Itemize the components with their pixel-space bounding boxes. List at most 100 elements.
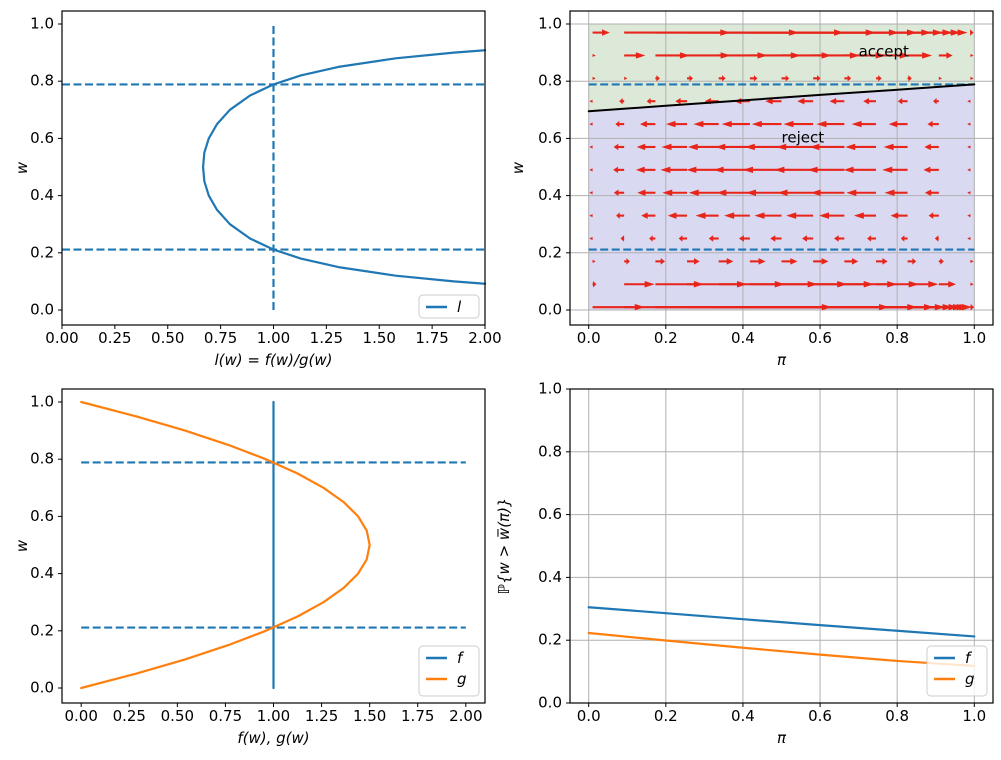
quiver-arrow	[970, 76, 974, 80]
quiver-arrow-head	[852, 258, 859, 265]
x-tick-label: 1.50	[363, 329, 396, 347]
y-tick-label: 0.4	[538, 568, 562, 586]
quiver-arrow-head	[646, 98, 651, 105]
quiver-arrow-head	[616, 212, 620, 219]
quiver-arrow-head	[940, 258, 944, 265]
y-tick-label: 0.6	[30, 507, 54, 525]
quiver-arrow	[967, 145, 971, 149]
quiver-arrow-head	[693, 258, 700, 265]
quiver-arrow-head	[801, 235, 807, 242]
quiver-arrow-head	[912, 258, 917, 265]
quiver-arrow-head	[888, 120, 898, 128]
quiver-arrow-head	[829, 98, 837, 105]
quiver-arrow-head	[948, 281, 957, 288]
quiver-arrow-head	[765, 98, 773, 105]
decision-boundary	[587, 83, 976, 113]
quiver-arrow-head	[721, 120, 732, 128]
quiver-arrow	[970, 53, 974, 58]
quiver-arrow-head	[745, 189, 756, 196]
quiver-arrow-head	[853, 212, 864, 219]
quiver-arrow-head	[821, 258, 829, 265]
subplot-bottom-left: 0.00 0.25 0.50 0.75 1.00 1.25 1.50 1.75 2.00 0.0 0…	[13, 388, 486, 747]
y-tick-label: 0.0	[538, 301, 562, 319]
quiver-arrow-head	[713, 166, 724, 174]
quiver-arrow-head	[742, 166, 753, 174]
x-axis-label: π	[777, 351, 787, 369]
quiver-arrow	[967, 168, 971, 172]
x-tick-label: 0.00	[45, 329, 78, 347]
quiver-arrow-head	[656, 75, 660, 82]
quiver-arrow-head	[884, 189, 895, 196]
quiver-arrow	[967, 191, 971, 195]
x-tick-label: 0.4	[731, 707, 755, 725]
quiver-arrow-head	[819, 212, 830, 219]
quiver-arrow-head	[667, 212, 677, 219]
quiver-arrow-head	[957, 29, 968, 36]
x-tick-label: 0.75	[209, 707, 242, 725]
quiver-arrow-head	[592, 281, 597, 288]
subplot-top-right: 0.0 0.2 0.4 0.6 0.8 1.0 0.0 0.2 0.4 0.6 0.8 1.0 π w ac…	[509, 10, 994, 369]
legend-box	[418, 645, 480, 697]
quiver-arrow-head	[613, 143, 619, 151]
quiver-arrow-head	[790, 258, 798, 265]
y-axis-label: w	[13, 539, 31, 552]
x-tick-label: 1.00	[257, 707, 290, 725]
quiver-arrow-head	[851, 120, 862, 128]
quiver-arrow	[967, 214, 971, 218]
x-tick-label: 2.00	[468, 329, 501, 347]
quiver-arrow-head	[783, 120, 794, 128]
quiver-arrow	[589, 214, 593, 218]
quiver-arrow-head	[810, 189, 821, 196]
quiver-arrow-head	[626, 258, 630, 265]
quiver-arrow-head	[687, 143, 698, 151]
x-tick-label: 1.25	[310, 329, 343, 347]
y-tick-label: 0.6	[538, 505, 562, 523]
quiver-arrow-head	[644, 281, 655, 288]
x-axis-label: π	[777, 729, 787, 747]
x-tick-label: 0.0	[577, 707, 601, 725]
quiver-arrow-head	[751, 120, 762, 128]
y-axis-label: w	[13, 161, 31, 174]
quiver-arrow-head	[900, 235, 905, 242]
quiver-arrow-head	[693, 120, 704, 128]
quiver-arrow-head	[716, 189, 727, 196]
quiver-arrow-head	[809, 143, 820, 151]
quiver-arrow-head	[882, 258, 888, 265]
quiver-arrow-head	[675, 98, 681, 105]
y-tick-label: 0.0	[538, 694, 562, 712]
quiver-arrow-head	[679, 52, 690, 59]
quiver-arrow	[938, 76, 943, 80]
y-tick-label: 0.8	[538, 442, 562, 460]
quiver-arrow-head	[635, 52, 646, 59]
quiver-arrow-head	[933, 98, 937, 105]
quiver-arrow	[589, 99, 593, 103]
x-tick-label: 1.0	[962, 707, 986, 725]
x-tick-label: 0.0	[577, 329, 601, 347]
x-tick-label: 0.4	[731, 329, 755, 347]
x-tick-label: 0.6	[808, 329, 832, 347]
quiver-arrow-head	[615, 120, 620, 128]
quiver-arrow-head	[922, 52, 933, 59]
x-axis-label: f(w), g(w)	[237, 729, 309, 747]
x-tick-label: 0.6	[808, 707, 832, 725]
quiver-arrow-head	[890, 212, 899, 219]
x-tick-label: 0.25	[98, 329, 131, 347]
x-tick-label: 1.0	[962, 329, 986, 347]
x-tick-label: 2.00	[449, 707, 482, 725]
quiver-arrow-head	[807, 166, 818, 174]
series-line-g	[80, 400, 371, 690]
quiver-arrow-head	[816, 120, 827, 128]
y-tick-label: 1.0	[538, 15, 562, 33]
x-tick-label: 0.50	[161, 707, 194, 725]
legend-box	[926, 645, 988, 697]
quiver-arrow-head	[923, 166, 931, 174]
quiver-arrow-head	[843, 166, 854, 174]
legend: l	[418, 294, 480, 319]
quiver-arrow-head	[738, 235, 744, 242]
x-tick-label: 1.25	[305, 707, 338, 725]
quiver-arrow-head	[797, 98, 805, 105]
quiver-arrow-head	[744, 143, 755, 151]
y-tick-label: 0.0	[30, 301, 54, 319]
series-line-f	[587, 606, 976, 638]
quiver-arrow-head	[934, 235, 939, 242]
